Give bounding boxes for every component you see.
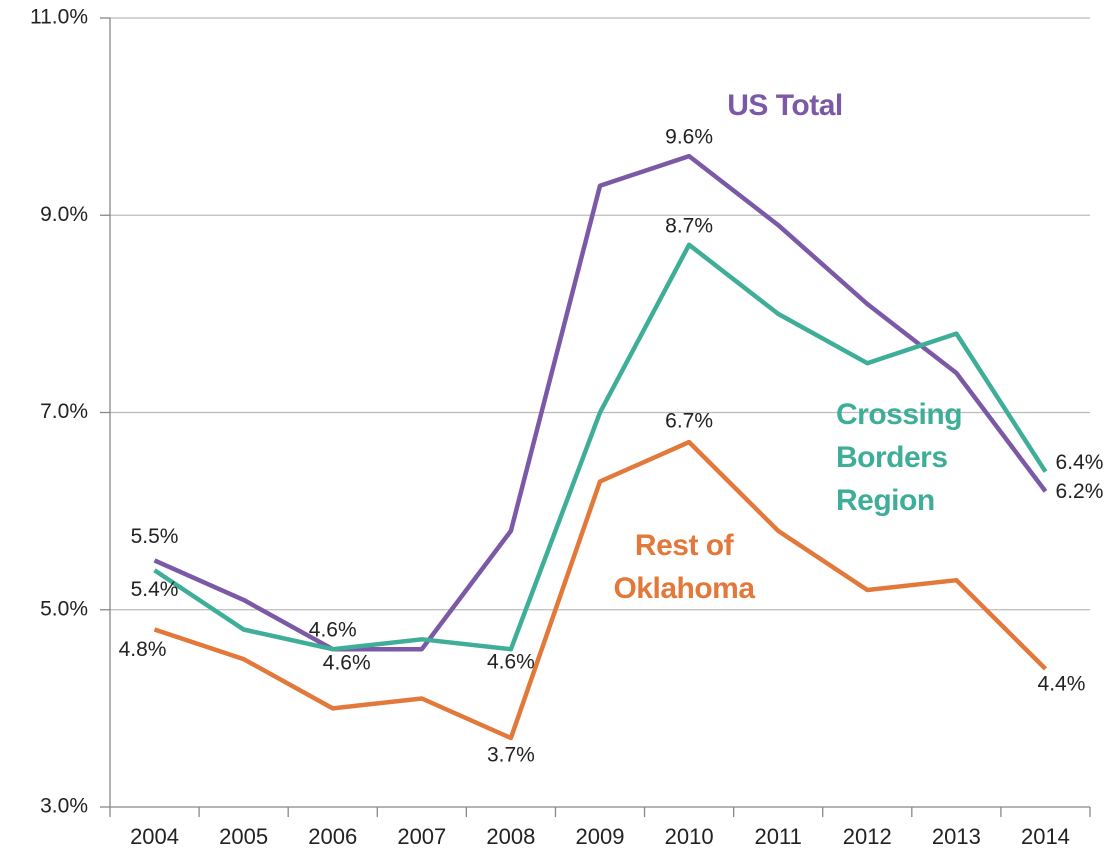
x-tick-label: 2005 bbox=[219, 824, 268, 849]
data-label: 4.4% bbox=[1038, 672, 1086, 695]
data-label: 4.8% bbox=[119, 638, 167, 661]
x-tick-label: 2013 bbox=[932, 824, 981, 849]
data-label: 8.7% bbox=[665, 214, 713, 237]
data-label: 4.6% bbox=[309, 619, 357, 642]
y-tick-label: 5.0% bbox=[40, 597, 88, 620]
y-tick-label: 9.0% bbox=[40, 203, 88, 226]
y-tick-label: 3.0% bbox=[40, 795, 88, 818]
x-tick-label: 2008 bbox=[486, 824, 535, 849]
data-label: 3.7% bbox=[487, 744, 535, 767]
y-tick-label: 11.0% bbox=[30, 6, 88, 29]
data-label: 6.4% bbox=[1056, 451, 1104, 474]
x-tick-label: 2004 bbox=[130, 824, 179, 849]
series-label: US Total bbox=[727, 89, 843, 122]
x-tick-label: 2014 bbox=[1021, 824, 1070, 849]
series-line bbox=[153, 153, 1048, 652]
data-label: 5.5% bbox=[131, 525, 179, 548]
x-tick-label: 2011 bbox=[755, 824, 802, 849]
data-label: 4.6% bbox=[323, 652, 371, 675]
x-tick-label: 2007 bbox=[397, 824, 446, 849]
data-label: 4.6% bbox=[487, 651, 535, 674]
series-label: Rest of Oklahoma bbox=[613, 529, 755, 605]
series-line bbox=[153, 439, 1048, 741]
x-tick-label: 2009 bbox=[576, 824, 625, 849]
data-label: 5.4% bbox=[131, 578, 179, 601]
data-label: 6.2% bbox=[1056, 480, 1104, 503]
x-tick-label: 2012 bbox=[843, 824, 892, 849]
data-label: 6.7% bbox=[665, 410, 713, 433]
data-label: 9.6% bbox=[665, 126, 713, 149]
series-line bbox=[153, 242, 1048, 652]
x-tick-label: 2006 bbox=[308, 824, 357, 849]
series-label: Crossing Borders Region bbox=[836, 398, 963, 517]
y-tick-label: 7.0% bbox=[40, 400, 88, 423]
x-tick-label: 2010 bbox=[665, 824, 714, 849]
